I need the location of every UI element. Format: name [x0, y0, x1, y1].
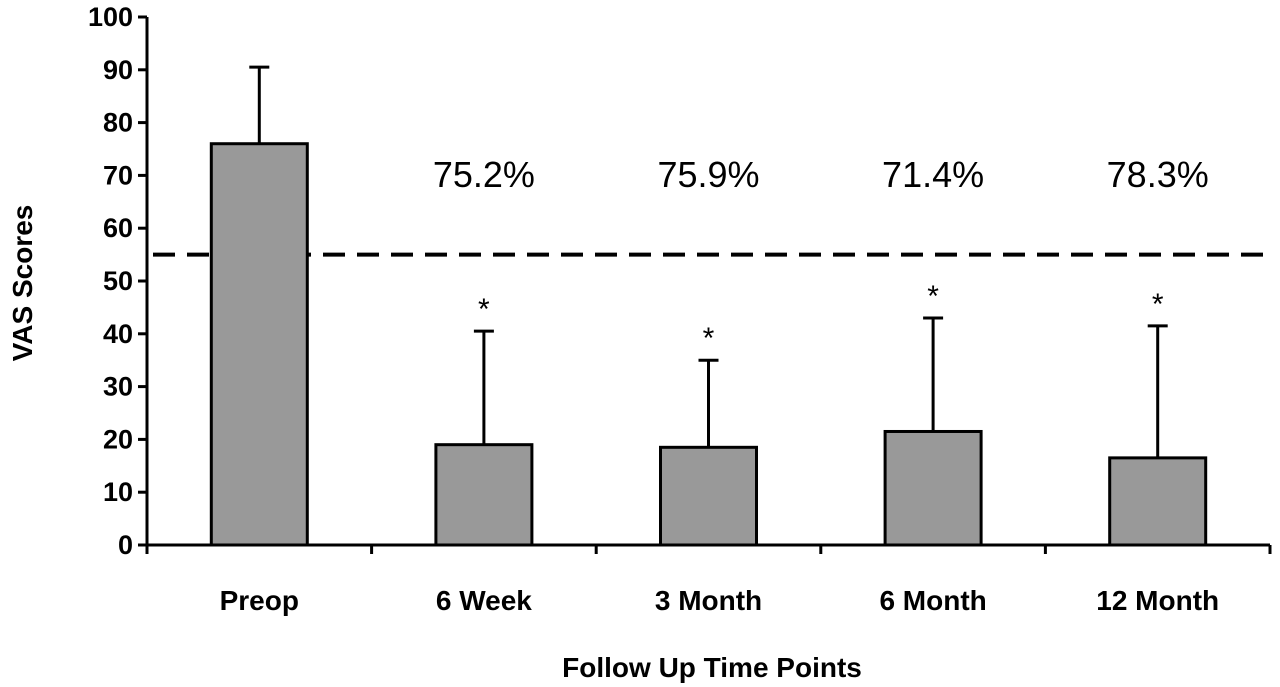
y-tick-label: 40	[103, 319, 133, 349]
bar	[434, 443, 534, 547]
bar	[1108, 456, 1208, 547]
x-category-label: Preop	[220, 585, 299, 616]
y-axis-title: VAS Scores	[7, 205, 38, 362]
y-tick-label: 0	[118, 530, 133, 560]
y-tick-label: 60	[103, 213, 133, 243]
percent-annotation: 71.4%	[882, 154, 984, 195]
y-tick-label: 20	[103, 424, 133, 454]
bars-group	[209, 65, 1208, 547]
y-tick-label: 90	[103, 55, 133, 85]
bar	[209, 142, 309, 547]
y-axis: 0 10 20 30 40 50 60 70 80 90 100	[88, 2, 149, 560]
percent-annotation: 75.9%	[657, 154, 759, 195]
significance-marker: *	[1152, 288, 1164, 321]
bar	[883, 429, 983, 547]
y-tick-label: 30	[103, 372, 133, 402]
x-category-label: 6 Month	[879, 585, 986, 616]
significance-marker: *	[927, 280, 939, 313]
significance-marker: *	[703, 322, 715, 355]
y-tick-label: 50	[103, 266, 133, 296]
bar	[659, 445, 758, 547]
y-tick-label: 10	[103, 477, 133, 507]
x-category-label: 3 Month	[655, 585, 762, 616]
percent-annotation: 78.3%	[1107, 154, 1209, 195]
y-tick-label: 80	[103, 108, 133, 138]
y-tick-label: 100	[88, 2, 133, 32]
x-category-label: 12 Month	[1096, 585, 1219, 616]
significance-marker: *	[478, 293, 490, 326]
percent-annotation: 75.2%	[433, 154, 535, 195]
x-axis-title: Follow Up Time Points	[562, 652, 862, 683]
x-category-label: 6 Week	[436, 585, 532, 616]
y-tick-label: 70	[103, 160, 133, 190]
labels-group: Preop 6 Week * 75.2% 3 Month * 75.9% 6 Month * 71…	[220, 154, 1220, 616]
